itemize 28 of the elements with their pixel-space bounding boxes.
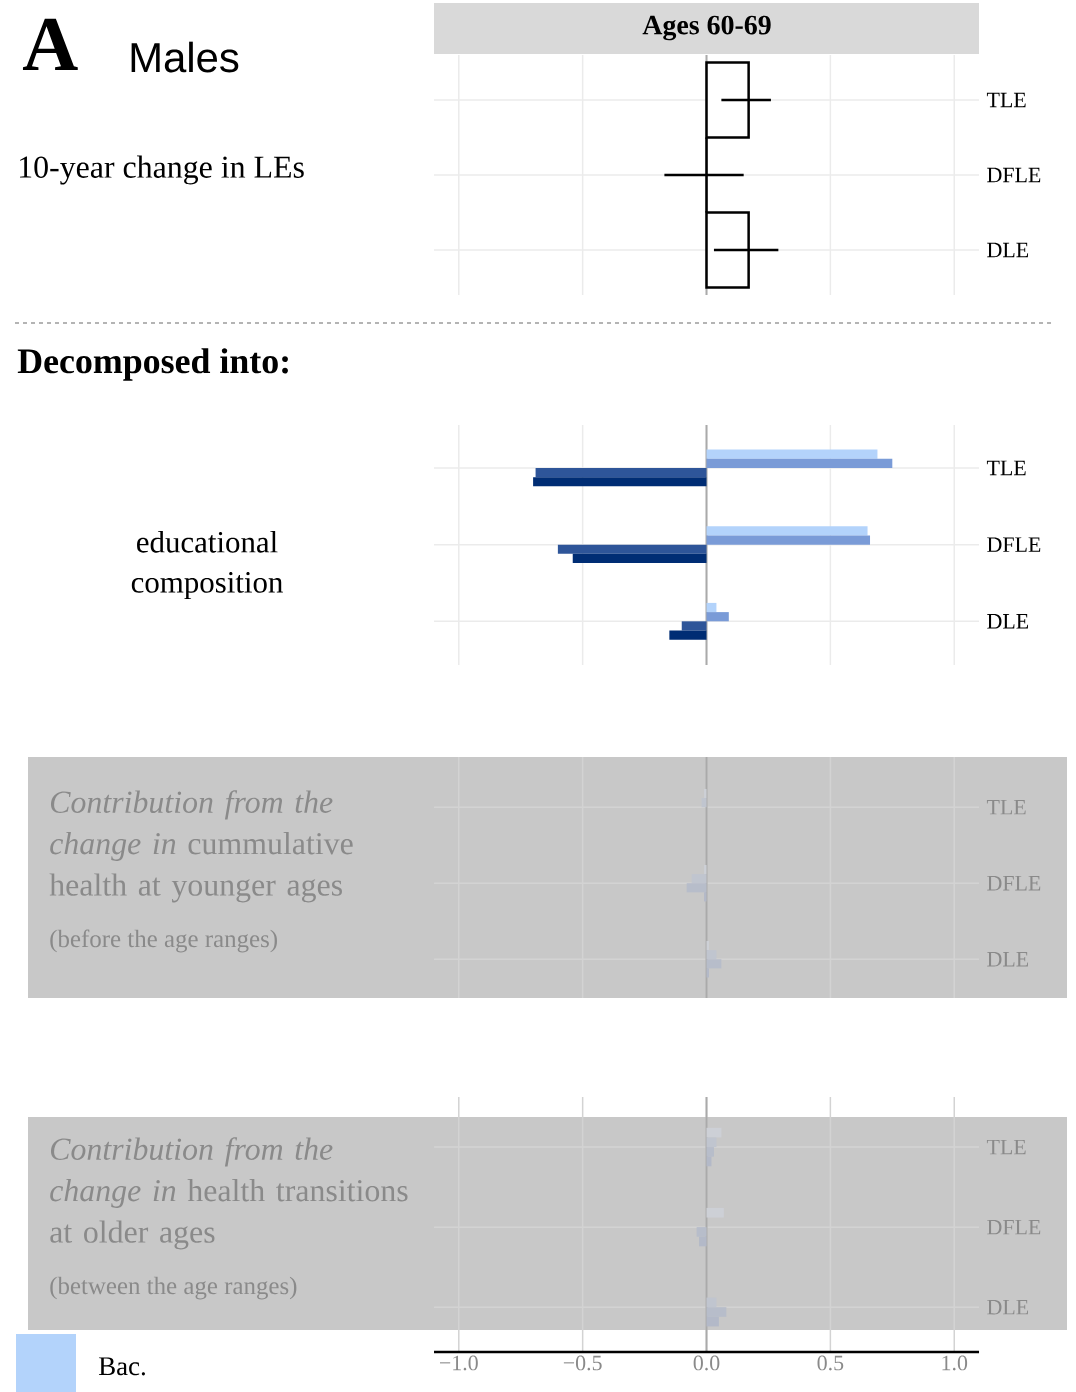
- y-tick-label: DFLE: [987, 537, 1041, 552]
- y-tick-label: TLE: [986, 800, 1026, 815]
- y-tick-label: DLE: [987, 952, 1029, 967]
- x-tick-label: 0.5: [817, 1355, 844, 1371]
- y-tick-label: DFLE: [987, 1219, 1041, 1235]
- y-tick-label: TLE: [986, 1139, 1026, 1155]
- text: (between the age ranges): [50, 1276, 297, 1300]
- text: A: [22, 18, 78, 70]
- y-tick-label: TLE: [986, 92, 1026, 108]
- y-tick-label: DFLE: [987, 167, 1041, 183]
- text: Decomposed into:: [17, 348, 288, 381]
- chart-title: Ages 60-69: [642, 15, 771, 41]
- y-axis-title: educational composition: [131, 530, 283, 600]
- y-tick-label: DFLE: [987, 876, 1041, 891]
- text: Males: [131, 41, 239, 73]
- y-tick-label: TLE: [986, 460, 1026, 476]
- x-tick-label: 1.0: [942, 1355, 968, 1371]
- text: (before the age ranges): [50, 929, 277, 953]
- y-axis-title: Contribution from the change in cummulative health at younger ages: [49, 790, 353, 903]
- y-tick-label: DLE: [987, 614, 1029, 629]
- y-tick-label: DLE: [987, 1299, 1029, 1315]
- y-axis-title: 10-year change in LEs: [20, 155, 304, 185]
- x-tick-label: −1.0: [440, 1355, 478, 1371]
- legend-label: Bac.: [98, 1357, 145, 1376]
- y-axis-title: Contribution from the change in health transitions at older ages: [50, 1137, 408, 1250]
- x-tick-label: −0.5: [563, 1355, 602, 1371]
- y-tick-label: DLE: [987, 242, 1029, 258]
- x-tick-label: 0.0: [693, 1355, 720, 1371]
